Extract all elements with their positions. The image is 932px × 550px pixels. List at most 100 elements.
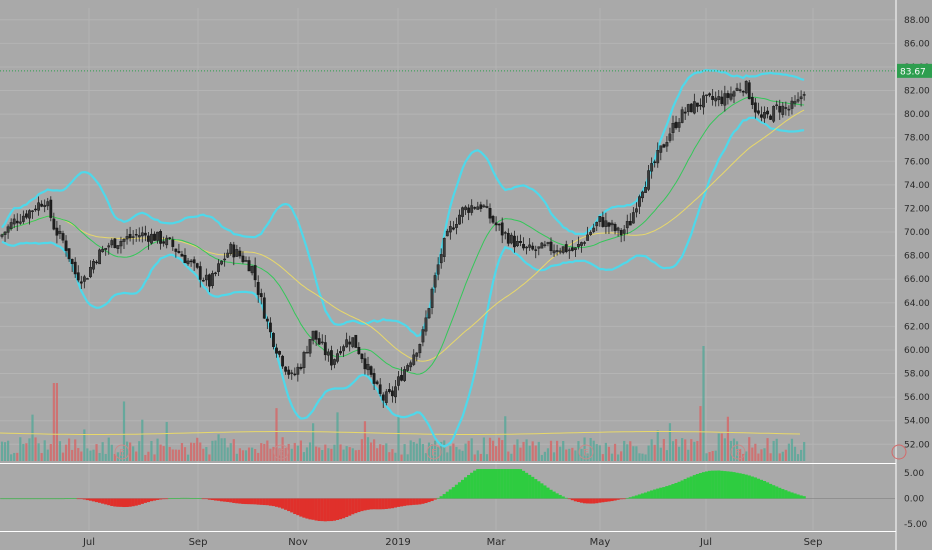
volume-bar — [665, 450, 668, 461]
candle-body — [110, 240, 114, 246]
oscillator-bar — [253, 498, 257, 505]
volume-bar — [717, 433, 720, 461]
oscillator-bar — [665, 486, 669, 499]
oscillator-bar — [91, 498, 96, 502]
oscillator-bar — [576, 498, 581, 503]
candle-body — [323, 342, 327, 356]
candle-body — [64, 240, 68, 251]
candle-body — [613, 224, 617, 232]
price-axis-label: 76.00 — [904, 157, 930, 167]
volume-bar — [147, 451, 150, 461]
candle-body — [726, 93, 730, 98]
volume-bar — [43, 440, 46, 461]
candle-body — [92, 261, 95, 270]
volume-bar — [632, 446, 635, 461]
volume-bar — [735, 441, 739, 461]
oscillator-bar — [317, 498, 321, 522]
candle-body — [281, 355, 284, 367]
volume-bar — [235, 453, 238, 461]
volume-bar — [516, 439, 519, 461]
oscillator-bar — [143, 498, 147, 503]
oscillator-bar — [509, 469, 513, 499]
candle-body — [549, 241, 553, 252]
oscillator-bar — [521, 470, 526, 499]
volume-bar — [351, 448, 354, 461]
oscillator-bar — [451, 487, 455, 499]
oscillator-bar — [58, 498, 62, 500]
volume-bar — [568, 448, 571, 461]
oscillator-bar — [579, 498, 584, 503]
volume-bar — [650, 439, 653, 461]
oscillator-bar — [396, 498, 401, 507]
oscillator-bar — [79, 498, 83, 500]
candle-body — [204, 274, 208, 281]
volume-bar — [662, 438, 665, 461]
candle-body — [159, 231, 162, 244]
oscillator-bar — [284, 498, 288, 510]
oscillator-bar — [381, 498, 385, 510]
candle-body — [378, 384, 382, 394]
oscillator-bar — [497, 469, 501, 499]
volume-bar — [507, 451, 510, 461]
volume-bar — [214, 440, 217, 461]
volume-bar — [409, 440, 412, 461]
volume-bar — [751, 447, 754, 461]
candle-body — [683, 111, 687, 114]
volume-bar — [229, 443, 232, 461]
oscillator-bar — [70, 498, 74, 499]
volume-bar — [739, 448, 742, 461]
candle-body — [15, 220, 19, 224]
volume-bar — [202, 448, 205, 461]
candle-body — [58, 230, 62, 234]
oscillator-bar — [152, 498, 157, 501]
oscillator-bar — [717, 470, 721, 499]
candle-body — [741, 91, 745, 93]
oscillator-bar — [256, 498, 260, 505]
price-axis-label: 72.00 — [904, 204, 930, 214]
volume-bar — [504, 416, 507, 461]
oscillator-bar — [598, 498, 602, 503]
volume-bar — [601, 454, 604, 461]
candle-body — [165, 237, 169, 246]
volume-bar — [562, 441, 565, 461]
oscillator-bar — [647, 491, 651, 499]
candle-body — [692, 101, 696, 114]
candle-body — [3, 231, 7, 235]
oscillator-bar — [281, 498, 285, 509]
volume-bar — [122, 401, 126, 461]
candle-body — [638, 196, 641, 207]
candle-body — [738, 89, 742, 91]
oscillator-bar — [802, 496, 806, 499]
candle-body — [381, 394, 385, 401]
volume-bar — [196, 437, 199, 461]
price-axis-label: 68.00 — [904, 252, 930, 262]
volume-bar — [333, 444, 336, 461]
candle-body — [711, 96, 715, 100]
volume-bar — [696, 440, 699, 461]
volume-bar — [308, 442, 312, 461]
candle-body — [345, 339, 349, 348]
oscillator-bar — [613, 498, 617, 501]
oscillator-bar — [564, 497, 568, 499]
candle-body — [28, 210, 31, 219]
volume-bar — [577, 441, 580, 461]
candle-body — [223, 258, 227, 261]
oscillator-bar — [293, 498, 297, 514]
candle-body — [98, 249, 102, 265]
volume-bar — [3, 442, 7, 461]
candle-body — [567, 249, 571, 252]
oscillator-bar — [753, 477, 757, 499]
oscillator-bar — [171, 498, 175, 499]
candle-body — [143, 232, 147, 236]
volume-bar — [510, 453, 513, 461]
oscillator-bar — [287, 498, 291, 512]
volume-bar — [348, 447, 351, 461]
candle-body — [753, 102, 757, 113]
candle-body — [696, 102, 699, 107]
oscillator-bar — [479, 469, 483, 499]
candle-body — [494, 222, 498, 226]
oscillator-bar — [418, 498, 422, 505]
oscillator-bar — [570, 498, 574, 501]
